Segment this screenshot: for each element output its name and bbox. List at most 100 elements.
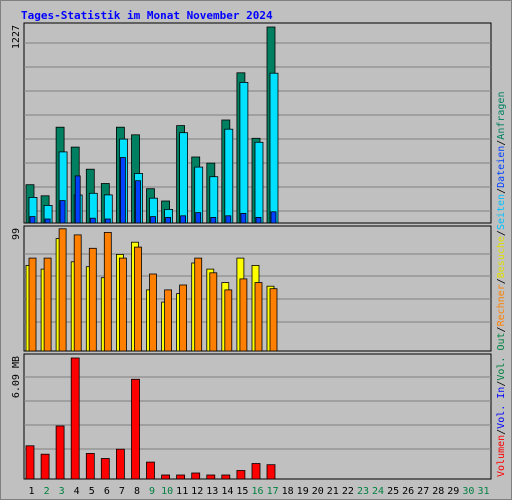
x-tick-label-day-9: 9	[149, 486, 155, 497]
y-axis-max-label-bottom: 6.09 MB	[11, 356, 22, 398]
bar-rechner-day-3	[58, 228, 67, 352]
legend-part: /	[496, 381, 507, 387]
bar-seiten-day-6	[104, 218, 111, 224]
bar-rechner-day-13	[209, 272, 218, 352]
bar-dateien-day-13	[209, 176, 219, 224]
x-tick-label-day-26: 26	[402, 486, 414, 497]
bar-volumen-day-12	[191, 472, 201, 480]
bar-volumen-day-9	[146, 461, 155, 480]
bar-seiten-day-3	[59, 200, 66, 224]
x-tick-label-day-13: 13	[206, 486, 218, 497]
bar-seiten-day-2	[44, 218, 51, 224]
x-tick-label-day-2: 2	[44, 486, 50, 497]
legend-part: Vol. Out	[496, 332, 507, 380]
legend-part: /	[496, 278, 507, 284]
bar-dateien-day-16	[254, 141, 264, 224]
bar-volumen-day-17	[266, 464, 276, 480]
bar-volumen-day-6	[100, 458, 110, 480]
bar-seiten-day-17	[270, 211, 277, 224]
y-axis-max-label-middle: 99	[11, 228, 22, 240]
x-tick-label-day-30: 30	[462, 486, 474, 497]
bar-rechner-day-17	[269, 288, 278, 352]
bar-seiten-day-5	[89, 217, 96, 224]
x-tick-label-day-24: 24	[372, 486, 384, 497]
bar-volumen-day-8	[131, 378, 140, 480]
bar-rechner-day-14	[224, 289, 233, 352]
x-tick-label-day-19: 19	[297, 486, 309, 497]
x-tick-label-day-1: 1	[28, 486, 34, 497]
bar-seiten-day-10	[165, 216, 172, 224]
legend-part: Vol. In	[496, 387, 507, 429]
x-tick-label-day-28: 28	[432, 486, 444, 497]
legend-part: Volumen	[496, 435, 507, 477]
bar-dateien-day-17	[269, 72, 279, 224]
bar-volumen-day-7	[116, 448, 125, 480]
bar-seiten-day-7	[120, 157, 126, 224]
right-legend: Volumen/Vol. In/Vol. Out/Rechner/Besuche…	[496, 92, 507, 477]
bar-volumen-day-13	[206, 474, 216, 480]
x-tick-label-day-20: 20	[312, 486, 324, 497]
x-tick-label-day-27: 27	[417, 486, 429, 497]
bar-seiten-day-9	[150, 216, 156, 224]
bar-volumen-day-11	[176, 474, 186, 480]
chart-title: Tages-Statistik im Monat November 2024	[21, 9, 273, 22]
bar-seiten-day-16	[255, 216, 262, 224]
bar-rechner-day-15	[239, 278, 248, 352]
x-tick-label-day-31: 31	[477, 486, 489, 497]
x-tick-label-day-21: 21	[327, 486, 339, 497]
legend-part: Dateien	[496, 146, 507, 188]
legend-part: Anfragen	[496, 92, 507, 140]
legend-part: /	[496, 326, 507, 332]
bar-dateien-day-14	[224, 128, 234, 224]
bar-dateien-day-11	[179, 132, 189, 224]
bar-volumen-day-4	[70, 357, 80, 480]
x-tick-label-day-12: 12	[191, 486, 203, 497]
bar-seiten-day-11	[180, 215, 187, 224]
y-axis-max-label-top: 1227	[11, 25, 22, 49]
bar-rechner-day-6	[103, 231, 112, 352]
bar-volumen-day-14	[221, 474, 231, 480]
bar-seiten-day-4	[74, 175, 81, 224]
bar-rechner-day-16	[254, 282, 263, 352]
x-tick-label-day-29: 29	[447, 486, 459, 497]
bar-rechner-day-10	[164, 289, 173, 352]
bar-seiten-day-1	[29, 216, 36, 224]
x-tick-label-day-15: 15	[236, 486, 248, 497]
x-tick-label-day-7: 7	[119, 486, 125, 497]
bar-volumen-day-15	[236, 470, 246, 480]
bar-volumen-day-2	[40, 453, 50, 480]
bar-dateien-day-15	[239, 82, 249, 224]
x-tick-label-day-14: 14	[221, 486, 233, 497]
x-tick-label-day-22: 22	[342, 486, 354, 497]
bar-rechner-day-11	[179, 284, 188, 352]
legend-part: /	[496, 230, 507, 236]
bar-seiten-day-12	[195, 212, 202, 224]
x-tick-label-day-10: 10	[161, 486, 173, 497]
legend-part: /	[496, 429, 507, 435]
x-tick-label-day-6: 6	[104, 486, 110, 497]
x-tick-label-day-25: 25	[387, 486, 399, 497]
bar-rechner-day-9	[149, 273, 157, 352]
bar-rechner-day-1	[28, 257, 37, 352]
bar-volumen-day-10	[161, 474, 171, 480]
x-tick-label-day-11: 11	[176, 486, 188, 497]
x-tick-label-day-8: 8	[134, 486, 140, 497]
legend-part: Rechner	[496, 284, 507, 326]
bar-rechner-day-12	[194, 257, 203, 352]
bar-volumen-day-5	[85, 452, 95, 480]
x-tick-label-day-4: 4	[74, 486, 80, 497]
bar-seiten-day-14	[225, 215, 232, 224]
bar-rechner-day-8	[134, 246, 142, 352]
x-tick-label-day-16: 16	[251, 486, 263, 497]
bar-rechner-day-5	[88, 247, 97, 352]
bar-volumen-day-3	[55, 425, 65, 480]
x-tick-label-day-3: 3	[59, 486, 65, 497]
bar-seiten-day-13	[210, 216, 217, 224]
bar-volumen-day-1	[25, 445, 35, 480]
legend-part: /	[496, 140, 507, 146]
bar-rechner-day-4	[73, 234, 82, 352]
bar-rechner-day-7	[119, 257, 127, 352]
x-tick-label-day-18: 18	[282, 486, 294, 497]
